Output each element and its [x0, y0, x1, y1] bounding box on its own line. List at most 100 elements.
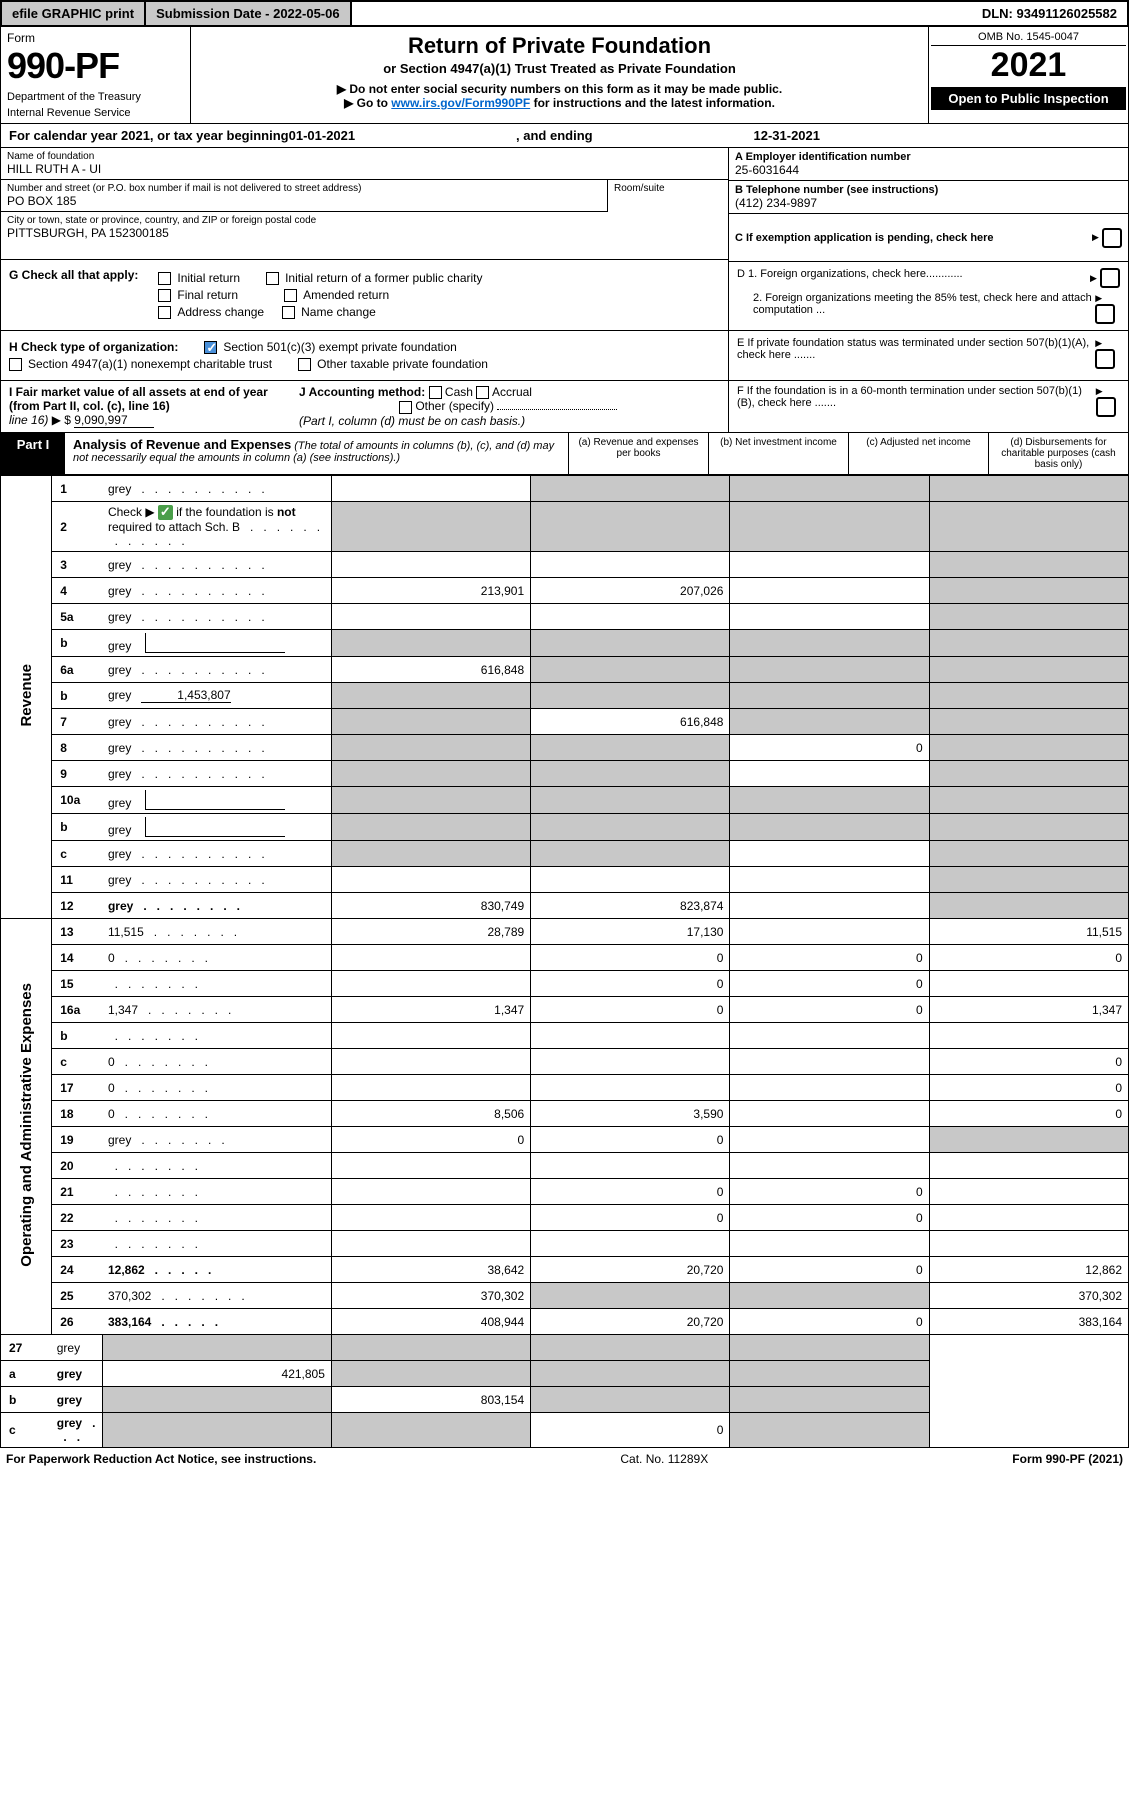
- table-cell: [730, 1049, 929, 1075]
- line-description: grey: [103, 814, 331, 841]
- table-cell: 20,720: [531, 1257, 730, 1283]
- initial-return-checkbox[interactable]: [158, 272, 171, 285]
- line-number: a: [1, 1361, 52, 1387]
- table-row: bgrey 1,453,807: [1, 683, 1129, 709]
- table-cell: [730, 476, 929, 502]
- name-change-checkbox[interactable]: [282, 306, 295, 319]
- line-number: 23: [52, 1231, 103, 1257]
- table-cell: [331, 787, 530, 814]
- table-cell: [929, 814, 1128, 841]
- final-return-checkbox[interactable]: [158, 289, 171, 302]
- line-description: grey . . . . . . . . . .: [103, 476, 331, 502]
- line-description: 0 . . . . . . .: [103, 1049, 331, 1075]
- table-cell: [331, 630, 530, 657]
- city-state-zip: PITTSBURGH, PA 152300185: [7, 226, 722, 240]
- table-cell: [331, 683, 530, 709]
- table-cell: [531, 1335, 730, 1361]
- table-cell: 0: [929, 1101, 1128, 1127]
- accrual-checkbox[interactable]: [476, 386, 489, 399]
- table-cell: [730, 867, 929, 893]
- table-row: 27grey: [1, 1335, 1129, 1361]
- table-row: bgrey803,154: [1, 1387, 1129, 1413]
- table-cell: [531, 1231, 730, 1257]
- table-row: cgrey . . . . . . . . . .: [1, 841, 1129, 867]
- line-number: 19: [52, 1127, 103, 1153]
- table-cell: 0: [730, 945, 929, 971]
- amended-return-checkbox[interactable]: [284, 289, 297, 302]
- table-cell: [929, 761, 1128, 787]
- part1-label: Part I: [1, 433, 65, 474]
- table-cell: 0: [730, 971, 929, 997]
- 507b1b-checkbox[interactable]: [1096, 397, 1116, 417]
- table-cell: [730, 1127, 929, 1153]
- table-row: 8grey . . . . . . . . . .0: [1, 735, 1129, 761]
- table-cell: [730, 1101, 929, 1127]
- table-row: bgrey: [1, 814, 1129, 841]
- table-cell: [730, 787, 929, 814]
- revenue-section-label: Revenue: [1, 476, 52, 919]
- line-number: 24: [52, 1257, 103, 1283]
- table-cell: [331, 1049, 530, 1075]
- table-cell: [331, 1361, 530, 1387]
- line-number: 25: [52, 1283, 103, 1309]
- table-cell: 207,026: [531, 578, 730, 604]
- other-taxable-checkbox[interactable]: [298, 358, 311, 371]
- table-cell: [103, 1335, 331, 1361]
- table-cell: 8,506: [331, 1101, 530, 1127]
- table-cell: 0: [730, 735, 929, 761]
- col-b-header: (b) Net investment income: [708, 433, 848, 474]
- table-cell: [531, 735, 730, 761]
- foreign-85-checkbox[interactable]: [1095, 304, 1115, 324]
- line-description: grey . . . . . . . . . .: [103, 761, 331, 787]
- table-cell: [730, 1283, 929, 1309]
- 4947a1-checkbox[interactable]: [9, 358, 22, 371]
- table-cell: [929, 735, 1128, 761]
- line-description: 0 . . . . . . .: [103, 1075, 331, 1101]
- table-row: 2Check ▶ if the foundation is not requir…: [1, 502, 1129, 552]
- line-description: . . . . . . .: [103, 1023, 331, 1049]
- other-method-checkbox[interactable]: [399, 401, 412, 414]
- table-cell: 0: [531, 971, 730, 997]
- line-number: 15: [52, 971, 103, 997]
- form-link[interactable]: www.irs.gov/Form990PF: [391, 96, 530, 110]
- table-cell: [929, 709, 1128, 735]
- table-row: Operating and Administrative Expenses131…: [1, 919, 1129, 945]
- table-cell: [730, 1361, 929, 1387]
- foreign-org-checkbox[interactable]: [1100, 268, 1120, 288]
- table-cell: [929, 476, 1128, 502]
- table-cell: [331, 1023, 530, 1049]
- table-cell: [331, 971, 530, 997]
- exemption-checkbox[interactable]: [1102, 228, 1122, 248]
- cash-checkbox[interactable]: [429, 386, 442, 399]
- catalog-number: Cat. No. 11289X: [316, 1452, 1012, 1466]
- e-check: E If private foundation status was termi…: [728, 331, 1128, 380]
- table-cell: [331, 1153, 530, 1179]
- part1-desc: Analysis of Revenue and Expenses (The to…: [65, 433, 568, 474]
- table-cell: [331, 476, 530, 502]
- 507b1a-checkbox[interactable]: [1095, 349, 1115, 369]
- initial-former-checkbox[interactable]: [266, 272, 279, 285]
- table-cell: [730, 709, 929, 735]
- table-cell: 0: [730, 1257, 929, 1283]
- table-row: 9grey . . . . . . . . . .: [1, 761, 1129, 787]
- line-number: 10a: [52, 787, 103, 814]
- table-cell: 616,848: [331, 657, 530, 683]
- table-row: 4grey . . . . . . . . . .213,901207,026: [1, 578, 1129, 604]
- line-description: 0 . . . . . . .: [103, 945, 331, 971]
- efile-button[interactable]: efile GRAPHIC print: [2, 2, 146, 25]
- table-cell: [929, 502, 1128, 552]
- table-cell: [929, 657, 1128, 683]
- page-footer: For Paperwork Reduction Act Notice, see …: [0, 1448, 1129, 1470]
- table-cell: 421,805: [103, 1361, 331, 1387]
- line-number: c: [52, 841, 103, 867]
- table-cell: 0: [730, 1309, 929, 1335]
- table-row: 7grey . . . . . . . . . .616,848: [1, 709, 1129, 735]
- table-cell: 1,347: [331, 997, 530, 1023]
- dln-label: DLN: 93491126025582: [972, 2, 1127, 25]
- 501c3-checkbox[interactable]: [204, 341, 217, 354]
- foundation-name: HILL RUTH A - UI: [7, 162, 722, 176]
- table-row: c0 . . . . . . .0: [1, 1049, 1129, 1075]
- table-cell: [929, 1127, 1128, 1153]
- address-change-checkbox[interactable]: [158, 306, 171, 319]
- table-cell: [331, 1335, 530, 1361]
